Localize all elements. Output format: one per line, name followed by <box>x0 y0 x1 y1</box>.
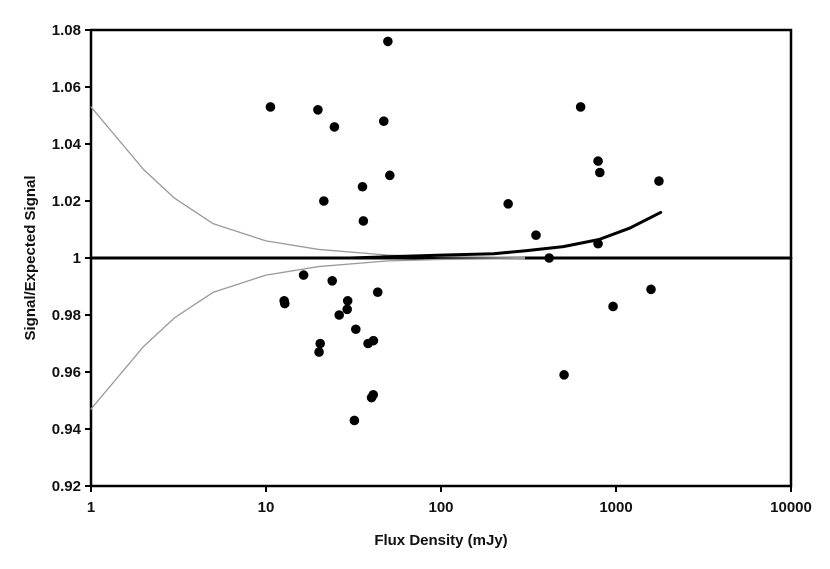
data-point <box>544 253 554 263</box>
data-point <box>342 295 353 306</box>
x-tick-label: 1000 <box>599 499 632 516</box>
y-tick-label: 1.08 <box>52 22 81 39</box>
y-tick-label: 0.92 <box>52 478 81 495</box>
data-point <box>503 199 513 209</box>
data-point <box>646 284 656 295</box>
y-tick-label: 0.98 <box>52 307 81 324</box>
trend-line <box>348 210 663 260</box>
data-point <box>349 415 360 426</box>
data-point <box>378 116 389 126</box>
data-point <box>313 105 323 115</box>
data-point <box>329 122 340 132</box>
data-point <box>531 230 541 240</box>
data-point <box>298 270 309 280</box>
y-axis-title: Signal/Expected Signal <box>22 175 39 340</box>
x-tick-label: 10 <box>258 499 275 516</box>
plot-area: 0.92 0.94 0.96 0.98 1 1.02 1.04 1.06 1.08 1 10 100 1… <box>52 22 812 516</box>
data-point <box>358 216 369 226</box>
y-tick-label: 0.96 <box>52 364 81 381</box>
data-point <box>372 287 383 298</box>
x-tick-label: 1 <box>87 499 95 516</box>
x-axis-title: Flux Density (mJy) <box>374 532 507 549</box>
data-point <box>368 390 379 400</box>
y-tick-label: 1.02 <box>52 193 81 210</box>
data-point <box>593 156 603 166</box>
data-point <box>315 338 325 349</box>
data-point <box>575 102 586 112</box>
lower-envelope-line <box>90 257 526 410</box>
data-point <box>342 304 352 315</box>
data-point <box>385 170 395 181</box>
y-tick-label: 1.04 <box>52 136 82 153</box>
data-point <box>559 370 569 380</box>
data-point <box>319 196 329 206</box>
x-tick-label: 100 <box>428 499 453 516</box>
data-point <box>327 276 338 286</box>
data-point <box>595 167 605 178</box>
x-tick-label: 10000 <box>770 499 812 516</box>
y-tick-label: 0.94 <box>52 421 82 438</box>
y-tick-label: 1.06 <box>52 79 81 96</box>
data-point <box>368 335 379 346</box>
data-point <box>593 238 603 249</box>
data-point <box>654 176 664 186</box>
upper-envelope-line <box>90 106 526 259</box>
data-point <box>279 298 290 309</box>
data-point <box>314 347 324 357</box>
data-point <box>351 324 361 335</box>
y-tick-label: 1 <box>73 250 81 267</box>
data-point <box>265 102 276 112</box>
data-point <box>608 301 618 312</box>
data-point <box>357 181 368 192</box>
data-point <box>383 36 393 47</box>
data-point <box>334 310 345 320</box>
